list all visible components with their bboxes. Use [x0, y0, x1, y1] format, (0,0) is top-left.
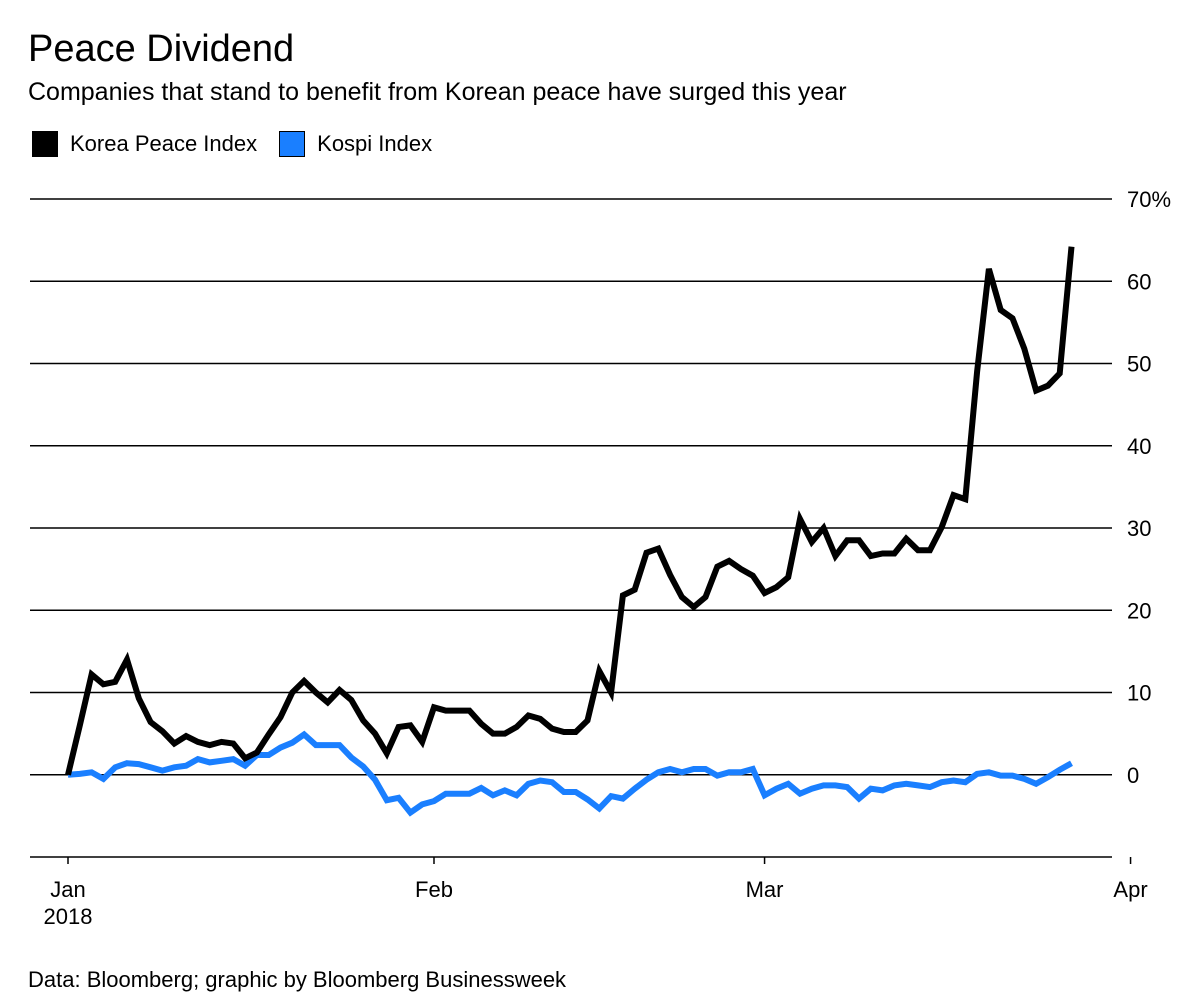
- x-tick-label: Mar: [746, 877, 784, 902]
- chart-legend: Korea Peace Index Kospi Index: [32, 128, 454, 160]
- x-tick-label: Apr: [1113, 877, 1147, 902]
- legend-label-peace: Korea Peace Index: [70, 131, 258, 156]
- y-tick-label: 70%: [1127, 187, 1171, 212]
- legend-swatch-peace: [32, 131, 58, 157]
- legend-label-kospi: Kospi Index: [317, 131, 433, 156]
- y-tick-label: 0: [1127, 763, 1139, 788]
- x-tick-sublabel: 2018: [44, 904, 93, 929]
- y-tick-label: 10: [1127, 681, 1151, 706]
- y-tick-label: 20: [1127, 598, 1151, 623]
- legend-item-kospi: Kospi Index: [279, 131, 432, 157]
- legend-swatch-kospi: [279, 131, 306, 157]
- legend-item-peace: Korea Peace Index: [32, 131, 257, 157]
- source-note: Data: Bloomberg; graphic by Bloomberg Bu…: [28, 967, 567, 992]
- y-tick-label: 60: [1127, 269, 1151, 294]
- y-tick-label: 30: [1127, 516, 1151, 541]
- y-tick-label: 40: [1127, 434, 1151, 459]
- series-line-korea-peace-index: [65, 246, 1075, 776]
- x-tick-label: Jan: [50, 877, 85, 902]
- chart-title: Peace Dividend: [28, 28, 295, 70]
- chart-subtitle: Companies that stand to benefit from Kor…: [28, 78, 847, 106]
- x-tick-label: Feb: [415, 877, 453, 902]
- series-line-kospi-index: [67, 730, 1073, 817]
- y-tick-label: 50: [1127, 352, 1151, 377]
